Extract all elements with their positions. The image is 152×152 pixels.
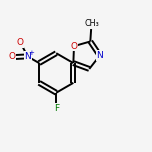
Text: +: + bbox=[28, 50, 34, 56]
Text: O: O bbox=[8, 52, 15, 61]
Text: O: O bbox=[16, 38, 23, 47]
Text: O: O bbox=[71, 42, 78, 51]
Text: N: N bbox=[96, 51, 103, 60]
Text: CH₃: CH₃ bbox=[84, 19, 99, 28]
Text: N: N bbox=[24, 52, 31, 61]
Text: F: F bbox=[54, 104, 59, 113]
